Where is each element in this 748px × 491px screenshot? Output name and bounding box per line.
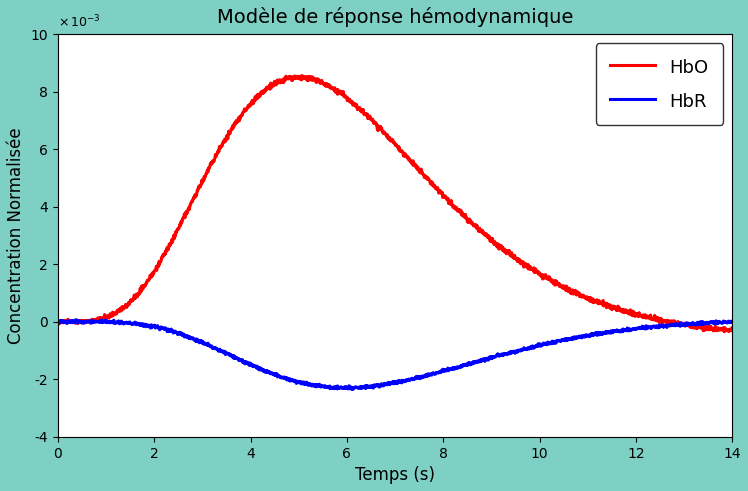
HbO [88,318,96,324]
HbO [708,325,717,331]
HbR [728,320,737,326]
HbR [382,382,391,387]
HbR [364,383,373,389]
HbR [349,386,358,392]
Line: HbR: HbR [58,320,732,389]
HbO [708,327,717,333]
HbO [298,73,307,79]
HbO [585,297,594,303]
HbR [71,317,80,323]
HbR [709,319,718,325]
Y-axis label: Concentration Normalisée: Concentration Normalisée [7,127,25,344]
HbO [381,131,390,137]
HbO [364,114,373,120]
Title: Modèle de réponse hémodynamique: Modèle de réponse hémodynamique [217,7,573,27]
HbR [585,332,594,338]
Text: $\times\,10^{-3}$: $\times\,10^{-3}$ [58,13,100,30]
HbO [720,329,729,335]
HbR [88,318,97,324]
HbO [728,325,737,331]
Legend: HbO, HbR: HbO, HbR [595,43,723,125]
HbR [53,319,62,325]
HbO [53,319,62,325]
X-axis label: Temps (s): Temps (s) [355,466,435,484]
Line: HbO: HbO [58,76,732,332]
HbR [708,320,717,326]
